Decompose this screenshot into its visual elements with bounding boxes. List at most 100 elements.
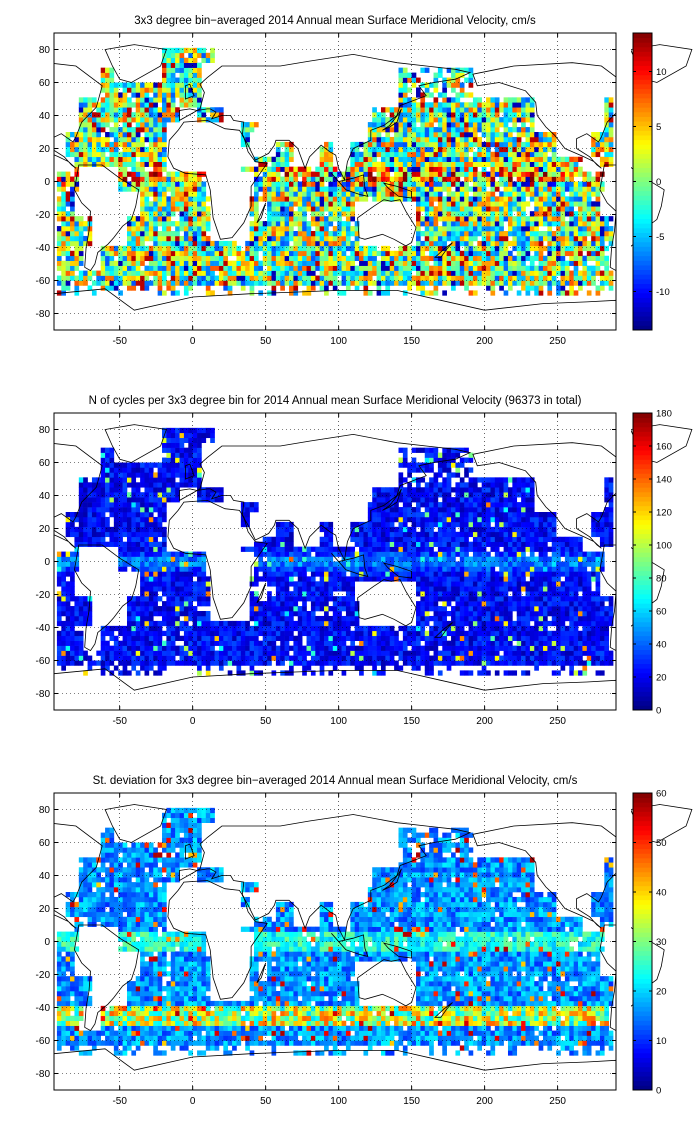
heatmap-cell — [433, 141, 439, 148]
heatmap-cell — [153, 635, 158, 641]
heatmap-cell — [289, 181, 294, 187]
heatmap-cell — [486, 102, 491, 108]
heatmap-cell — [109, 655, 115, 661]
heatmap-cell — [310, 235, 316, 242]
heatmap-cell — [166, 561, 172, 567]
heatmap-cell — [65, 512, 71, 518]
heatmap-cell — [416, 92, 421, 98]
heatmap-cell — [529, 211, 535, 217]
colorbar-segment — [633, 139, 652, 145]
heatmap-cell — [556, 260, 561, 266]
heatmap-cell — [556, 226, 561, 232]
heatmap-cell — [131, 112, 137, 118]
heatmap-cell — [543, 132, 548, 138]
heatmap-cell — [131, 521, 137, 528]
heatmap-cell — [192, 201, 198, 207]
heatmap-cell — [437, 92, 443, 98]
heatmap-cell — [201, 640, 207, 646]
heatmap-cell — [516, 206, 522, 212]
heatmap-cell — [543, 146, 548, 153]
heatmap-cell — [451, 285, 456, 291]
heatmap-cell — [315, 265, 320, 271]
heatmap-cell — [289, 211, 294, 217]
heatmap-cell — [359, 275, 364, 281]
heatmap-cell — [118, 477, 123, 483]
heatmap-cell — [573, 181, 579, 187]
heatmap-cell — [157, 136, 163, 143]
heatmap-cell — [494, 201, 500, 207]
heatmap-cell — [197, 240, 202, 247]
heatmap-cell — [170, 275, 176, 281]
heatmap-cell — [135, 146, 141, 153]
heatmap-cell — [319, 176, 325, 182]
heatmap-cell — [113, 92, 119, 98]
heatmap-cell — [363, 191, 369, 197]
heatmap-cell — [140, 92, 145, 98]
heatmap-cell — [521, 117, 526, 123]
heatmap-cell — [126, 127, 132, 133]
heatmap-cell — [179, 576, 185, 582]
heatmap-cell — [459, 280, 465, 286]
heatmap-cell — [516, 280, 522, 286]
heatmap-cell — [442, 265, 447, 271]
heatmap-cell — [201, 275, 207, 281]
heatmap-cell — [197, 556, 202, 562]
heatmap-cell — [442, 122, 447, 128]
heatmap-cell — [573, 265, 579, 271]
heatmap-cell — [118, 127, 123, 133]
heatmap-cell — [394, 136, 399, 143]
heatmap-cell — [289, 270, 294, 276]
heatmap-cell — [534, 240, 539, 247]
heatmap-cell — [512, 226, 518, 232]
heatmap-cell — [197, 625, 202, 632]
heatmap-cell — [140, 166, 145, 172]
heatmap-cell — [306, 235, 312, 242]
heatmap-cell — [394, 186, 399, 192]
heatmap-cell — [451, 122, 456, 128]
heatmap-cell — [367, 127, 373, 133]
heatmap-cell — [87, 285, 93, 291]
heatmap-cell — [446, 67, 452, 73]
heatmap-cell — [468, 221, 474, 227]
heatmap-cell — [416, 176, 421, 182]
heatmap-cell — [446, 146, 452, 153]
heatmap-cell — [499, 161, 504, 167]
heatmap-cell — [310, 181, 316, 187]
heatmap-cell — [192, 581, 198, 587]
heatmap-cell — [262, 171, 268, 177]
heatmap-cell — [166, 265, 172, 271]
heatmap-cell — [433, 235, 439, 242]
heatmap-cell — [521, 280, 526, 286]
heatmap-cell — [402, 136, 408, 143]
heatmap-cell — [140, 551, 145, 557]
heatmap-cell — [148, 206, 154, 212]
heatmap-cell — [201, 487, 207, 493]
heatmap-cell — [140, 206, 145, 212]
heatmap-cell — [437, 156, 443, 162]
colorbar-segment — [633, 269, 652, 275]
heatmap-cell — [113, 117, 119, 123]
heatmap-cell — [494, 270, 500, 276]
heatmap-cell — [188, 427, 193, 434]
heatmap-cell — [556, 231, 561, 237]
heatmap-cell — [78, 521, 84, 528]
heatmap-cell — [179, 625, 185, 632]
heatmap-cell — [380, 146, 386, 153]
heatmap-cell — [328, 156, 334, 162]
heatmap-cell — [74, 601, 80, 607]
heatmap-cell — [442, 151, 447, 158]
heatmap-cell — [170, 47, 176, 54]
heatmap-cell — [516, 270, 522, 276]
heatmap-cell — [153, 122, 158, 128]
heatmap-cell — [468, 196, 474, 202]
heatmap-cell — [477, 270, 482, 276]
heatmap-cell — [591, 216, 596, 222]
heatmap-cell — [420, 250, 426, 257]
heatmap-cell — [586, 206, 592, 212]
heatmap-cell — [433, 231, 439, 237]
heatmap-cell — [564, 231, 570, 237]
heatmap-cell — [56, 596, 62, 602]
heatmap-cell — [109, 635, 115, 641]
heatmap-cell — [477, 280, 482, 286]
heatmap-cell — [376, 191, 382, 197]
